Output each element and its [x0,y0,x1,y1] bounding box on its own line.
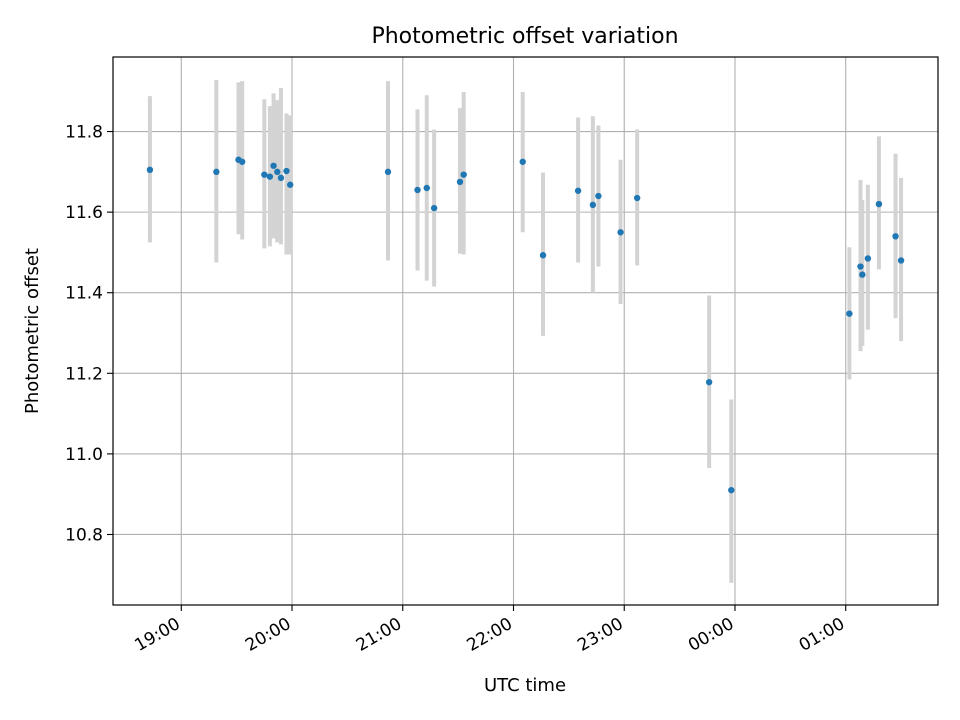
data-point [274,168,281,176]
data-point [423,184,430,192]
data-point [595,192,602,200]
data-point [897,257,905,264]
data-point [633,194,641,202]
data-point [589,201,597,209]
y-tick-label: 11.2 [65,364,103,384]
chart-title: Photometric offset variation [371,24,678,49]
data-point [728,486,735,494]
plot-area-frame [112,56,939,606]
data-point [539,252,547,259]
data-point [456,178,464,186]
data-point [277,174,285,182]
y-tick-label: 11.0 [65,445,103,465]
y-axis-label: Photometric offset [22,248,43,414]
data-point [859,271,866,278]
data-point [261,171,268,178]
data-point [519,158,526,165]
y-tick-label: 10.8 [65,525,103,545]
data-point [270,162,277,169]
data-point [286,181,294,188]
data-point [430,204,438,212]
data-point [875,200,883,208]
y-tick-label: 11.4 [65,284,103,304]
data-point [574,187,582,194]
data-point [213,168,220,176]
data-point [238,158,246,165]
grid-lines [113,57,938,605]
data-point [617,229,624,236]
data-point [384,168,392,176]
y-tick-label: 11.6 [65,203,103,223]
data-point [460,171,467,178]
data-points [146,156,905,494]
y-axis-ticks: 10.8 11.0 11.2 11.4 11.6 11.8 [65,123,113,545]
data-point [266,173,274,180]
data-point [846,310,853,317]
data-point [283,167,290,175]
data-point [414,186,421,194]
data-point [864,255,872,262]
data-point [705,378,713,386]
y-tick-label: 11.8 [65,123,103,143]
x-axis-label: UTC time [484,675,566,696]
data-point [857,263,864,270]
data-point [892,233,899,240]
data-point [146,166,154,174]
